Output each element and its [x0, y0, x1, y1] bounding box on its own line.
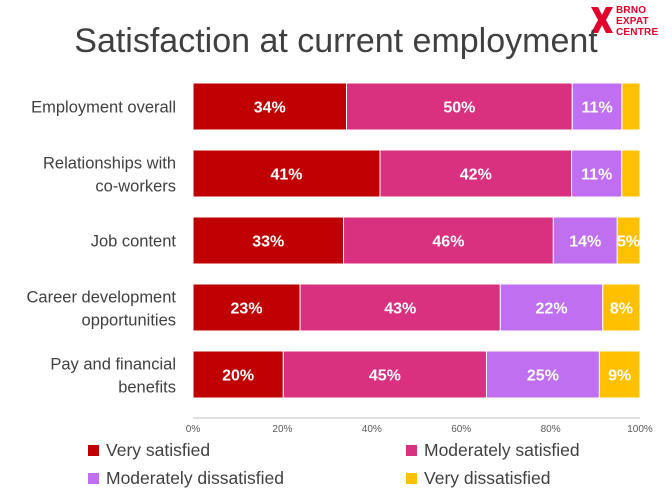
x-tick-label: 0%: [186, 424, 201, 435]
logo-line-3: CENTRE: [616, 27, 659, 38]
legend-item: Moderately dissatisfied: [88, 468, 284, 489]
legend-swatch: [88, 445, 99, 456]
legend-swatch: [88, 473, 99, 484]
bar-segment: [571, 149, 623, 198]
data-label: 41%: [270, 167, 302, 184]
x-tick-label: 80%: [541, 424, 561, 435]
bar-segment: [343, 216, 554, 265]
legend-label: Moderately dissatisfied: [106, 468, 284, 488]
data-label: 20%: [222, 368, 254, 385]
data-label: 9%: [608, 368, 631, 385]
legend-item: Very dissatisfied: [406, 468, 550, 489]
brno-expat-centre-logo: BRNO EXPAT CENTRE: [591, 4, 669, 40]
data-label: 45%: [369, 368, 401, 385]
bar-segment: [485, 350, 600, 399]
category-label: Pay and financial: [50, 356, 176, 374]
data-label: 33%: [252, 234, 284, 251]
bar-segment: [192, 82, 348, 131]
bar-segment: [282, 350, 487, 399]
bar-segment: [571, 82, 623, 131]
bar-segment: [192, 350, 284, 399]
x-tick-label: 20%: [272, 424, 292, 435]
category-label: benefits: [118, 379, 176, 397]
bar-segment: [598, 350, 641, 399]
data-label: 11%: [582, 100, 613, 117]
category-label: Employment overall: [31, 99, 176, 117]
data-label: 34%: [254, 100, 286, 117]
logo-x-icon: [591, 7, 613, 33]
legend-label: Moderately satisfied: [424, 440, 580, 460]
category-label: Career development: [27, 289, 177, 307]
data-label: 5%: [617, 234, 640, 251]
x-tick-label: 60%: [451, 424, 471, 435]
bar-segment: [192, 216, 345, 265]
legend-swatch: [406, 473, 417, 484]
bar-segment: [499, 283, 604, 332]
data-label: 11%: [581, 167, 612, 184]
bar-segment: [379, 149, 573, 198]
legend-label: Very satisfied: [106, 440, 211, 460]
category-label: opportunities: [82, 312, 176, 330]
category-label: Relationships with: [43, 155, 176, 173]
bar-segment: [192, 283, 301, 332]
category-label: Job content: [91, 233, 177, 251]
data-label: 46%: [432, 234, 464, 251]
data-label: 25%: [527, 368, 559, 385]
data-label: 43%: [384, 301, 416, 318]
data-label: 14%: [569, 234, 601, 251]
data-label: 42%: [460, 167, 492, 184]
logo-line-2: EXPAT: [616, 16, 649, 27]
bar-segment: [299, 283, 501, 332]
legend-item: Very satisfied: [88, 440, 210, 461]
x-tick-label: 100%: [627, 424, 653, 435]
bar-segment: [621, 149, 641, 198]
bar-segment: [192, 149, 381, 198]
data-label: 22%: [536, 301, 568, 318]
data-label: 50%: [443, 100, 475, 117]
category-label: co-workers: [95, 178, 176, 196]
legend-swatch: [406, 445, 417, 456]
logo-line-1: BRNO: [616, 5, 647, 16]
legend-item: Moderately satisfied: [406, 440, 580, 461]
logo-text: BRNO EXPAT CENTRE: [616, 5, 658, 38]
bar-segment: [552, 216, 618, 265]
bar-segment: [602, 283, 641, 332]
chart-title: Satisfaction at current employment: [74, 22, 598, 60]
x-tick-label: 40%: [362, 424, 382, 435]
data-label: 8%: [610, 301, 633, 318]
legend-label: Very dissatisfied: [424, 468, 551, 488]
data-label: 23%: [231, 301, 263, 318]
bar-segment: [616, 216, 641, 265]
bar-segment: [621, 82, 641, 131]
